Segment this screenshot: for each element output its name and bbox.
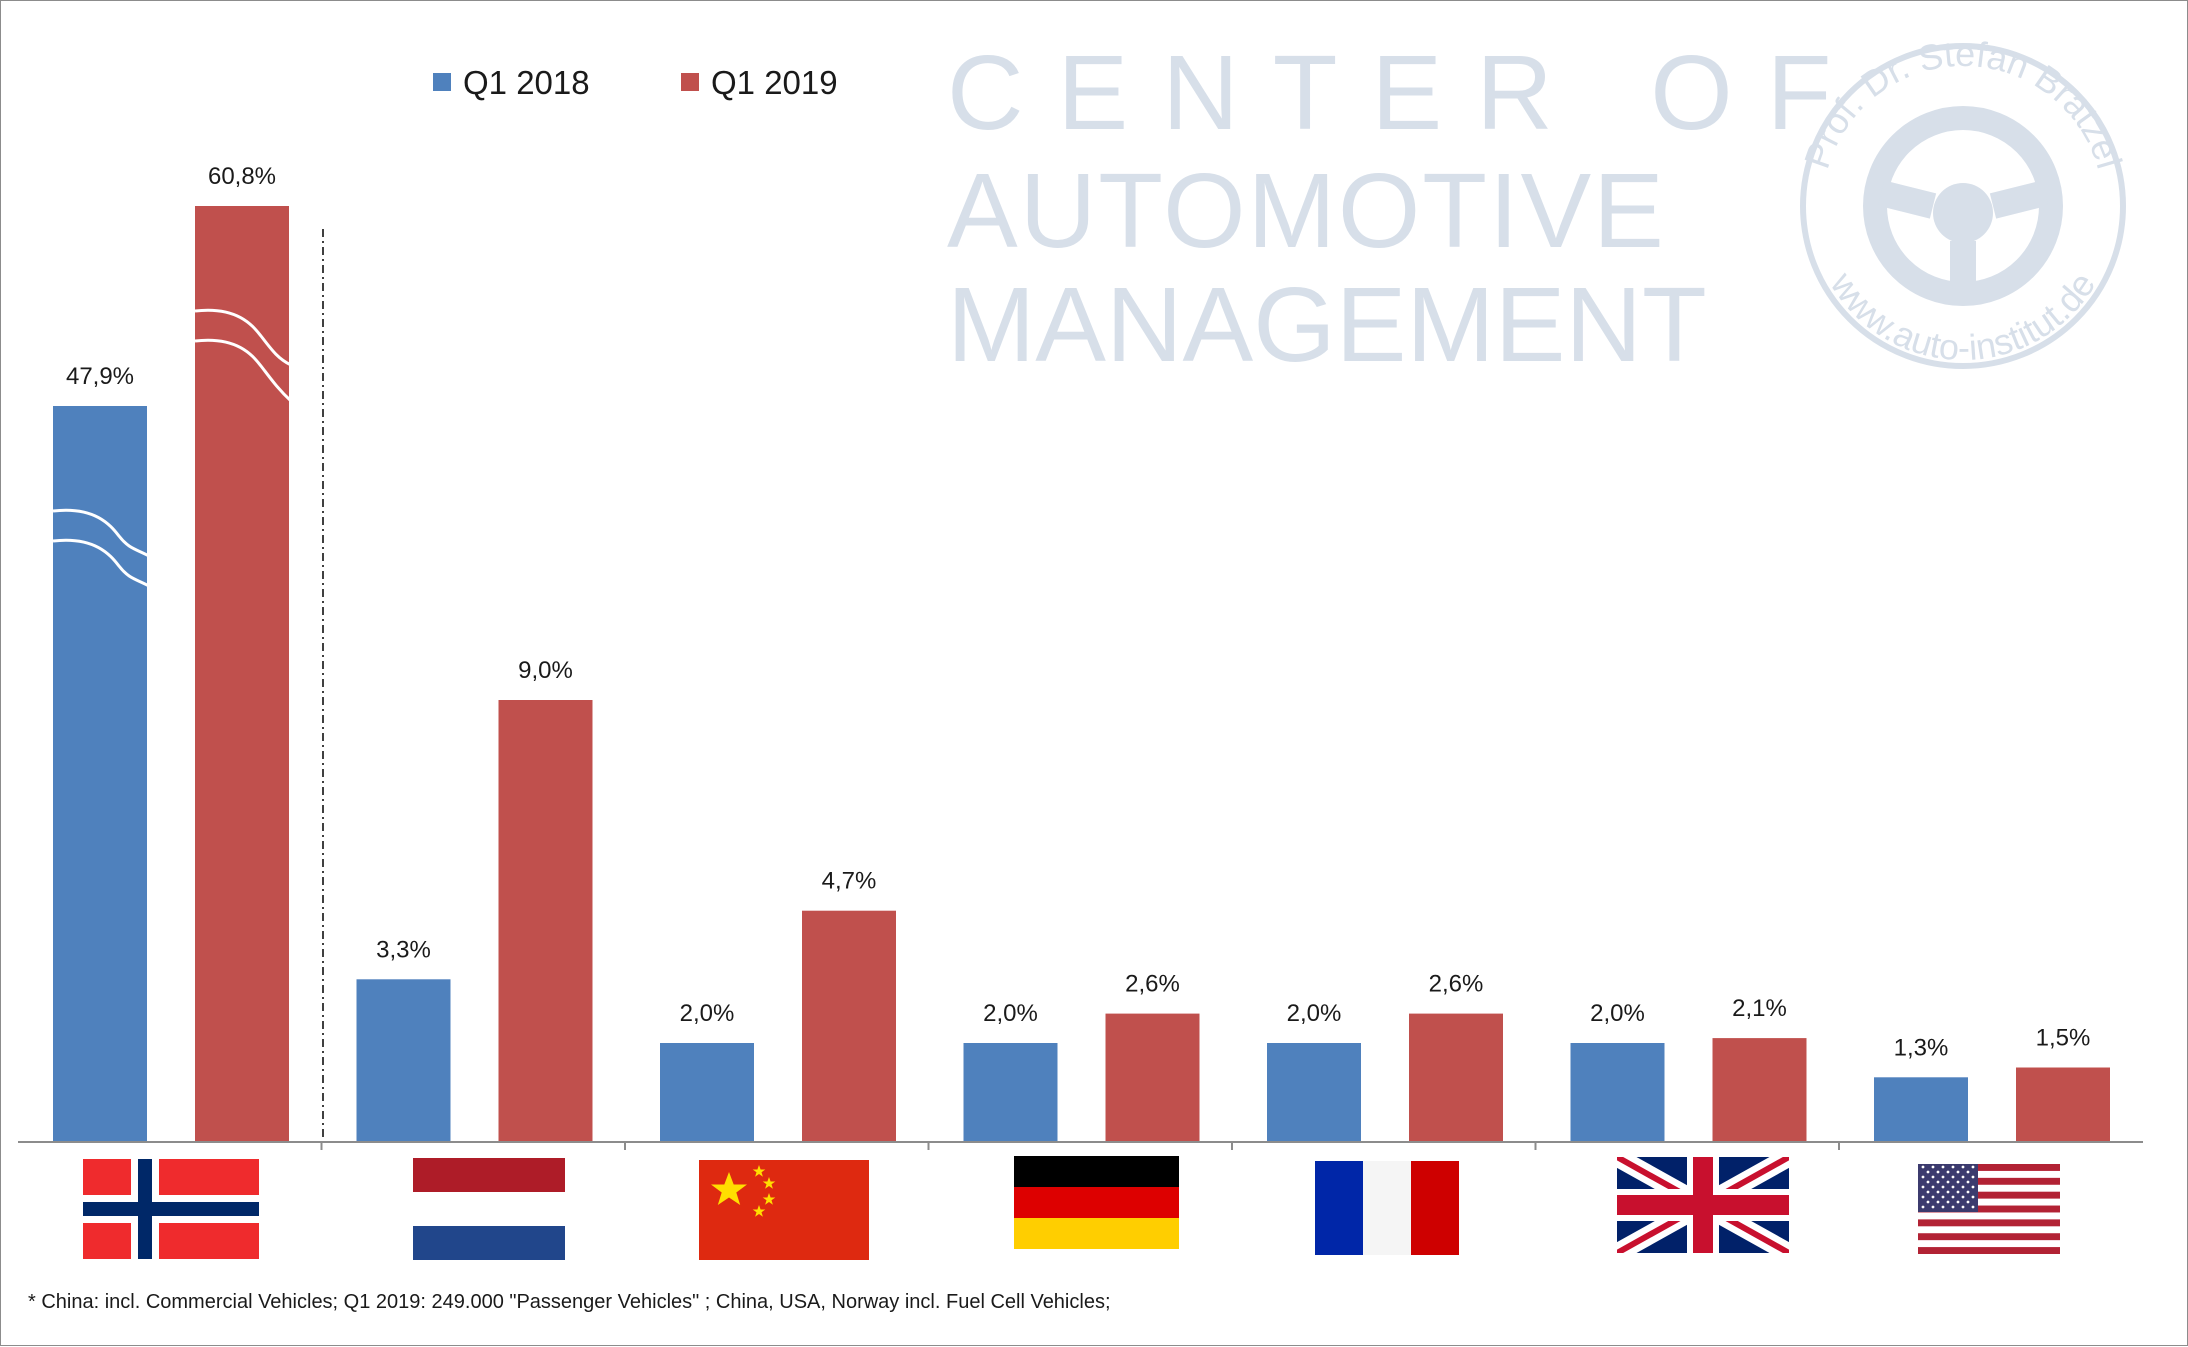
category-flags — [83, 1156, 2060, 1260]
watermark-line3: MANAGEMENT — [947, 266, 1707, 384]
bar-united-kingdom-q1-2018 — [1570, 1043, 1665, 1141]
value-label-netherlands-q1-2019: 9,0% — [518, 657, 573, 684]
value-label-france-q1-2019: 2,6% — [1429, 971, 1484, 998]
watermark-line2: AUTOMOTIVE — [947, 152, 1666, 270]
bars-group — [53, 206, 2110, 1141]
bar-norway-q1-2018 — [53, 406, 147, 1141]
france-flag-icon — [1315, 1161, 1459, 1255]
china-flag-icon — [699, 1160, 869, 1260]
legend-swatch-q1-2018 — [433, 73, 451, 91]
legend: Q1 2018 Q1 2019 — [433, 64, 838, 101]
bar-norway-q1-2019 — [195, 206, 289, 1141]
value-label-china-q1-2018: 2,0% — [680, 1000, 735, 1027]
watermark: CENTER OF AUTOMOTIVE MANAGEMENT Prof. Dr… — [947, 33, 2130, 384]
value-label-china-q1-2019: 4,7% — [822, 868, 877, 895]
value-label-norway-q1-2019: 60,8% — [208, 163, 276, 190]
bar-usa-q1-2018 — [1874, 1077, 1968, 1141]
germany-flag-icon — [1014, 1156, 1179, 1249]
value-label-united-kingdom-q1-2018: 2,0% — [1590, 1000, 1645, 1027]
legend-swatch-q1-2019 — [681, 73, 699, 91]
value-label-usa-q1-2018: 1,3% — [1894, 1034, 1949, 1061]
bar-france-q1-2019 — [1409, 1013, 1503, 1141]
steering-wheel-seal-icon: Prof. Dr. Stefan Bratzel www.auto-instit… — [1796, 33, 2130, 369]
norway-flag-icon — [83, 1159, 259, 1259]
bar-france-q1-2018 — [1267, 1043, 1361, 1141]
bar-china-q1-2019 — [802, 910, 896, 1141]
legend-label-q1-2018: Q1 2018 — [463, 64, 590, 101]
bar-germany-q1-2019 — [1105, 1013, 1200, 1141]
value-label-netherlands-q1-2018: 3,3% — [376, 936, 431, 963]
value-label-germany-q1-2018: 2,0% — [983, 1000, 1038, 1027]
bar-usa-q1-2019 — [2016, 1067, 2110, 1141]
axis-break-marks — [52, 308, 293, 588]
value-labels-group: 47,9% 60,8% 3,3% 9,0% 2,0% 4,7% 2,0% 2,6% 2,0% 2,… — [66, 163, 2090, 1061]
uk-flag-icon — [1617, 1157, 1789, 1253]
bar-united-kingdom-q1-2019 — [1712, 1038, 1807, 1141]
value-label-germany-q1-2019: 2,6% — [1125, 971, 1180, 998]
bar-netherlands-q1-2018 — [356, 979, 451, 1141]
usa-flag-icon — [1918, 1164, 2060, 1254]
bar-germany-q1-2018 — [963, 1043, 1058, 1141]
watermark-line1: CENTER OF — [947, 34, 1865, 152]
value-label-united-kingdom-q1-2019: 2,1% — [1732, 995, 1787, 1022]
footnote: * China: incl. Commercial Vehicles; Q1 2… — [28, 1291, 1111, 1313]
x-axis — [18, 1141, 2143, 1150]
netherlands-flag-icon — [413, 1158, 565, 1260]
value-label-usa-q1-2019: 1,5% — [2036, 1025, 2091, 1052]
bar-netherlands-q1-2019 — [498, 700, 593, 1141]
value-label-france-q1-2018: 2,0% — [1287, 1000, 1342, 1027]
value-label-norway-q1-2018: 47,9% — [66, 363, 134, 390]
bar-china-q1-2018 — [660, 1043, 754, 1141]
legend-label-q1-2019: Q1 2019 — [711, 64, 838, 101]
